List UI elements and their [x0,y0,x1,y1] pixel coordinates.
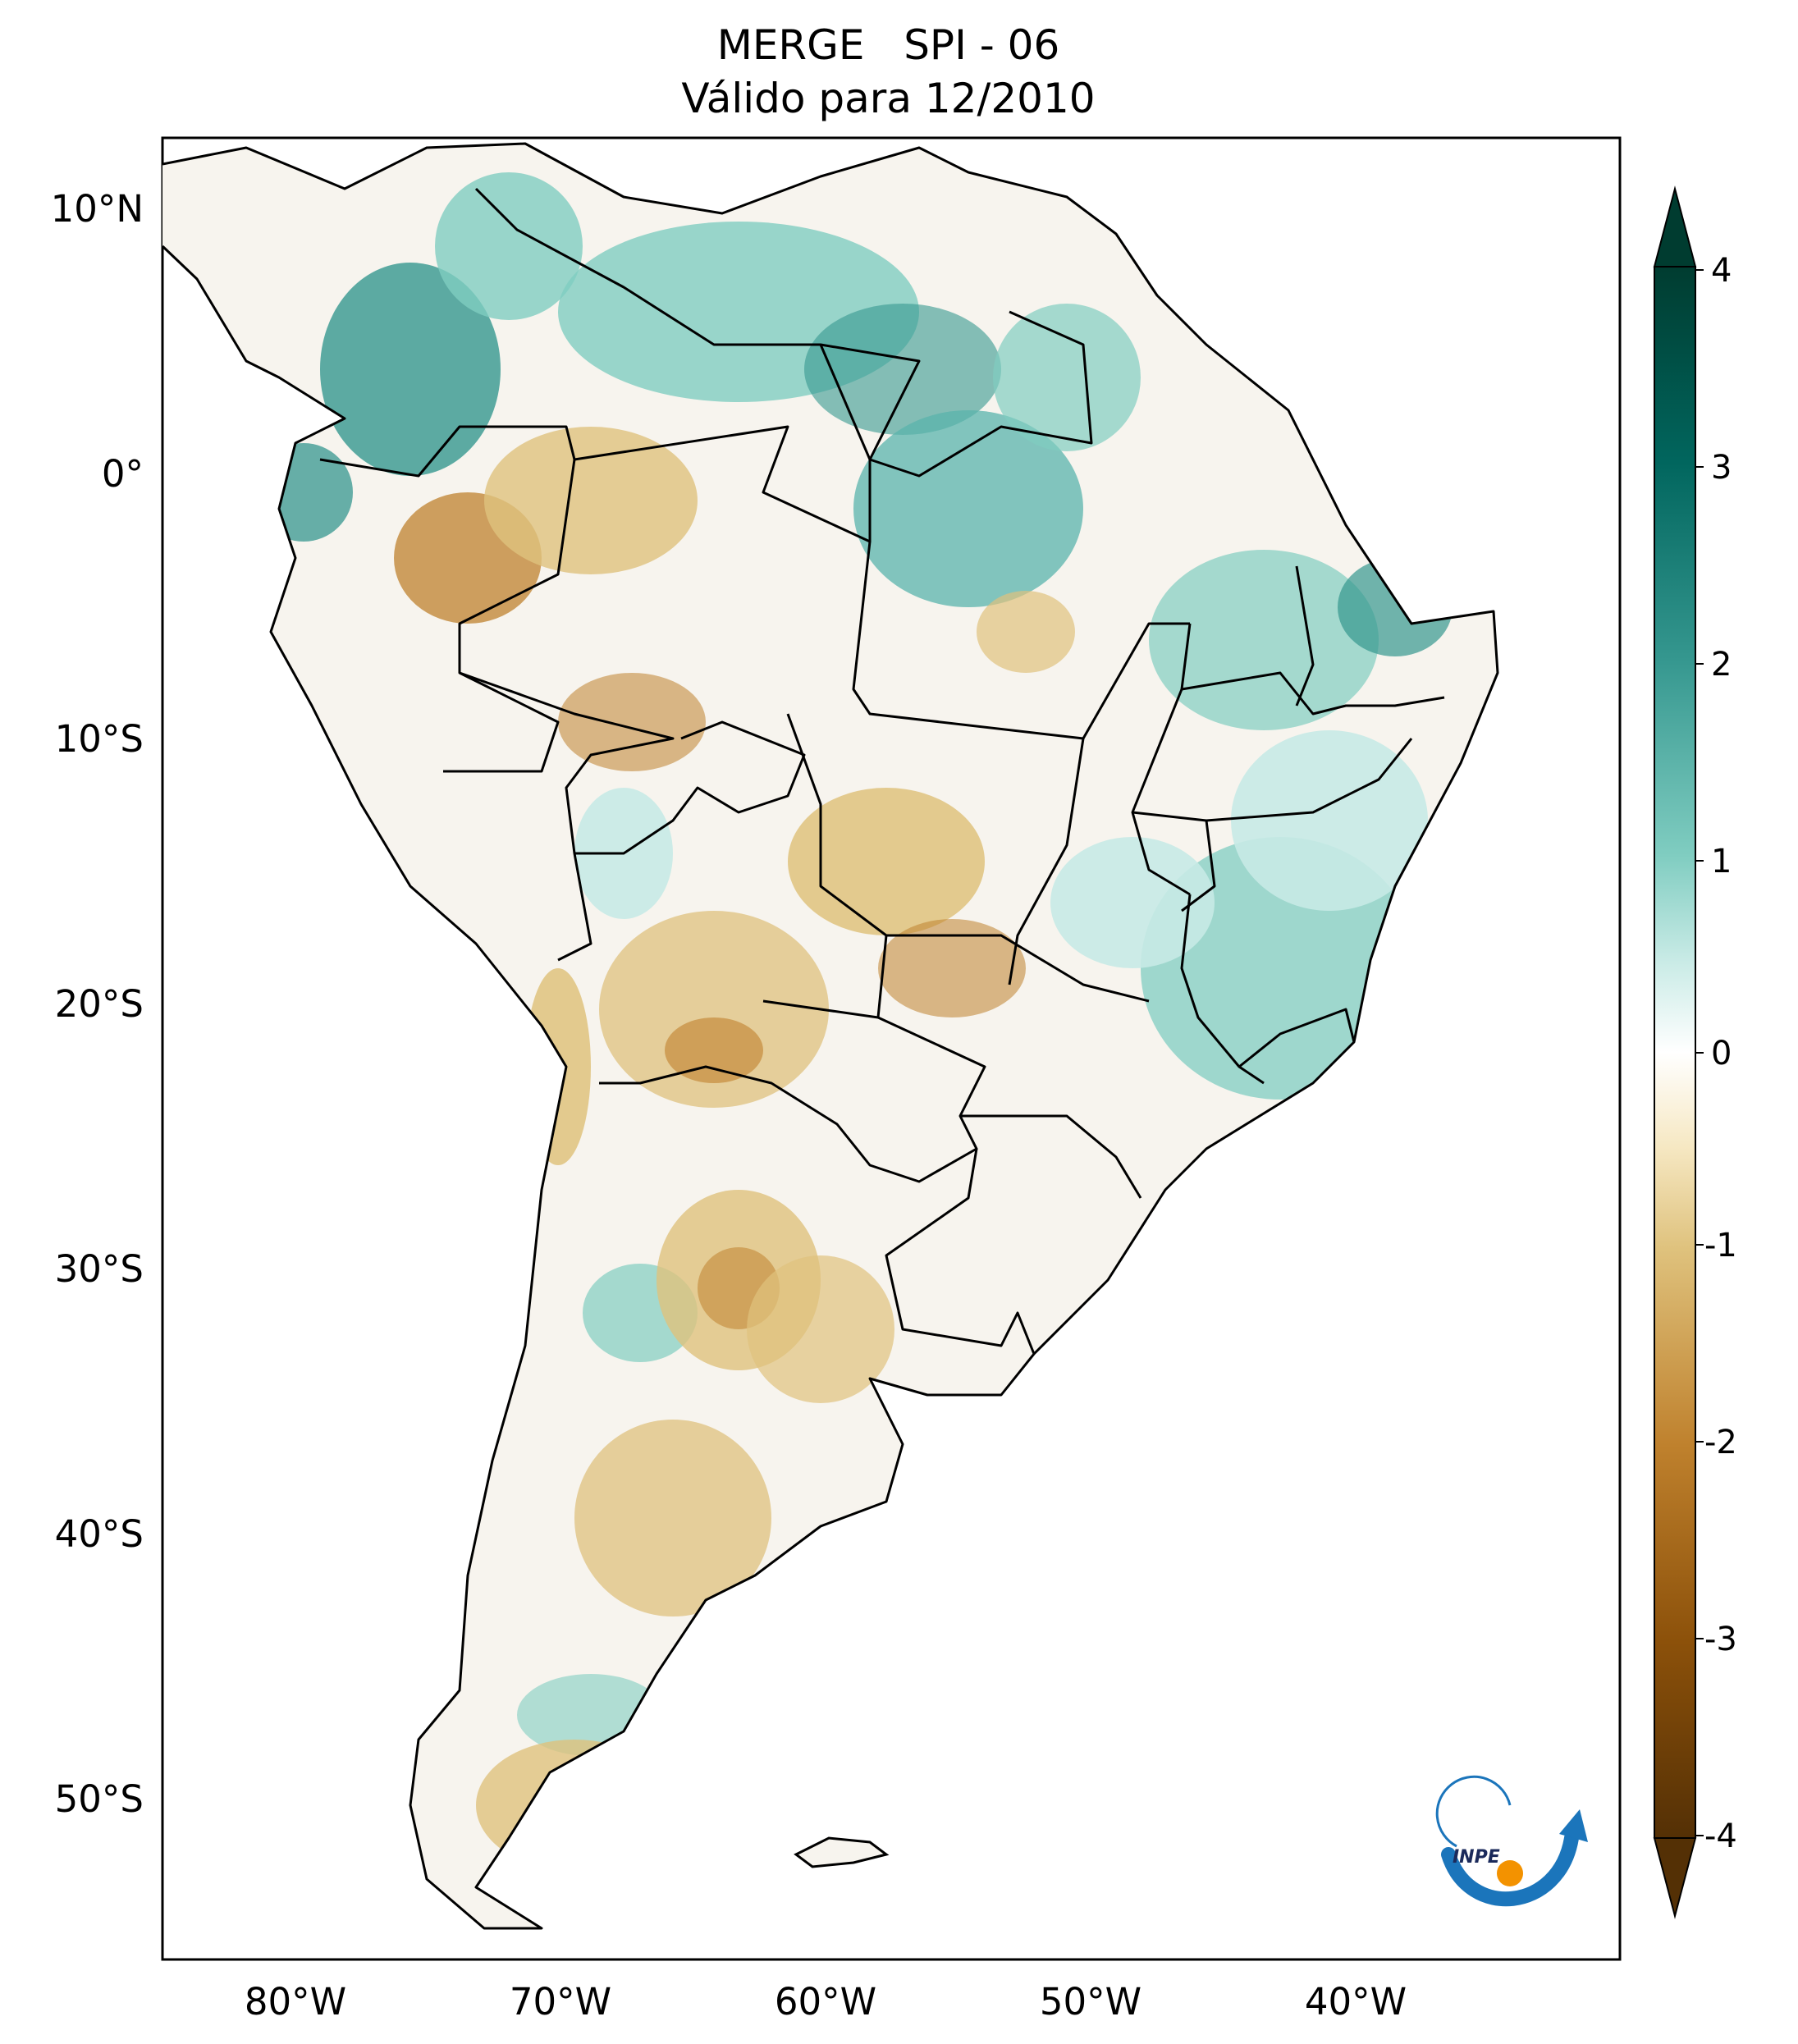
lon-tick-label: 60°W [775,1980,876,2023]
colorbar: 4 3 2 1 0 -1 -2 -3 -4 [1653,185,1737,1919]
lat-tick-label: 0° [102,452,144,496]
logo-text: INPE [1453,1847,1500,1868]
lon-tick-label: 40°W [1305,1980,1407,2023]
lat-tick-label: 50°S [55,1777,144,1821]
colorbar-tick-label: 1 [1711,843,1732,880]
inpe-logo: INPE [1435,1775,1588,1907]
colorbar-tick-label: -3 [1704,1621,1737,1658]
lat-tick-label: 10°S [55,717,144,761]
map-subtitle: Válido para 12/2010 [681,75,1096,122]
colorbar-gradient [1654,266,1696,1839]
lon-tick-label: 50°W [1040,1980,1141,2023]
lat-tick-label: 30°S [55,1247,144,1291]
colorbar-extend-min [1653,1837,1697,1919]
colorbar-tick-label: 2 [1711,646,1732,684]
colorbar-tick-label: 4 [1711,252,1732,290]
colorbar-tick-label: 0 [1711,1035,1732,1072]
logo-dot [1497,1860,1523,1886]
colorbar-tick-label: -2 [1704,1424,1737,1461]
falkland-islands [794,1836,890,1868]
lat-tick-label: 40°S [55,1512,144,1556]
country-borders [162,142,1499,1930]
lon-tick-label: 80°W [245,1980,346,2023]
colorbar-tick-label: -1 [1704,1227,1737,1264]
latitude-axis: 10°N 0° 10°S 20°S 30°S 40°S 50°S [51,187,144,1821]
map-title: MERGE SPI - 06 [716,21,1060,69]
colorbar-tick-label: 3 [1711,449,1732,487]
lon-tick-label: 70°W [510,1980,611,2023]
longitude-axis: 80°W 70°W 60°W 50°W 40°W [245,1980,1407,2023]
lat-tick-label: 20°S [55,982,144,1026]
colorbar-extend-max [1653,185,1697,268]
wet-anomaly-colombia [320,263,501,476]
colorbar-tick-label: -4 [1704,1818,1737,1855]
lat-tick-label: 10°N [51,187,144,231]
